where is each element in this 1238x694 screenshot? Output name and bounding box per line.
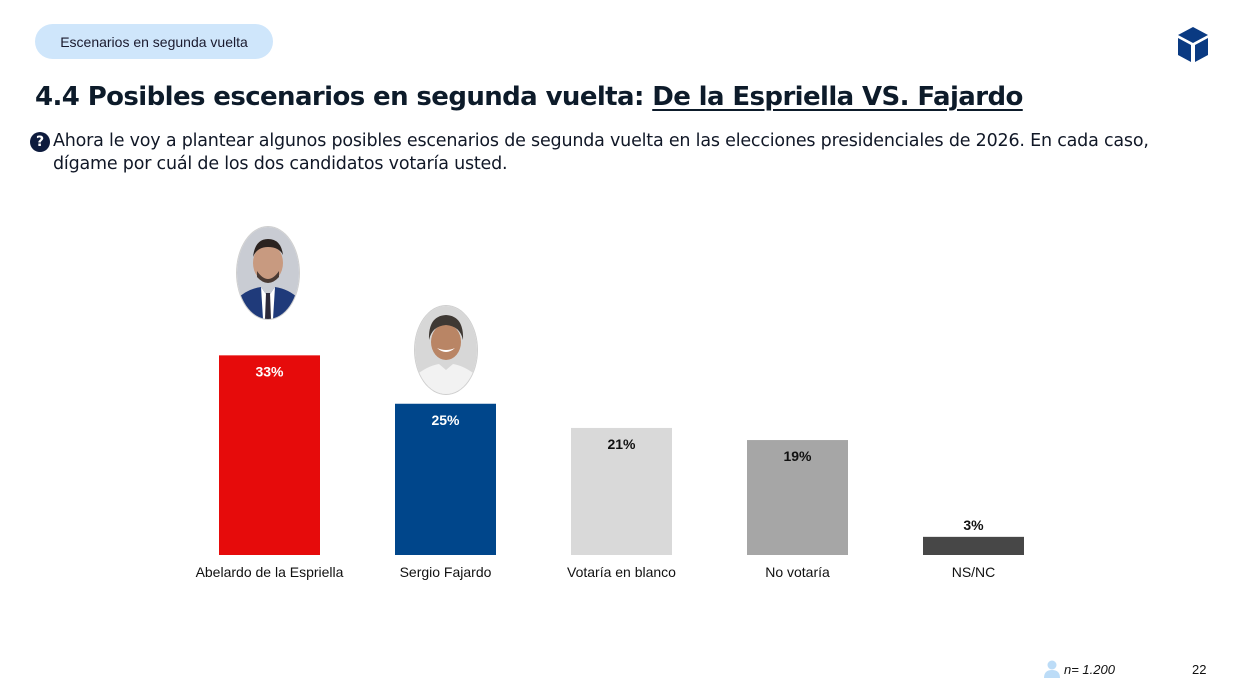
question-circle-icon: ? [30, 132, 50, 152]
bar-2 [571, 427, 672, 555]
sample-size-label: n= 1.200 [1064, 661, 1115, 677]
page-title: 4.4 Posibles escenarios en segunda vuelt… [35, 82, 1023, 112]
page-number: 22 [1192, 662, 1207, 677]
survey-question: ? Ahora le voy a plantear algunos posibl… [30, 130, 1180, 176]
sample-size: n= 1.200 [1044, 660, 1115, 678]
bar-value-label: 19% [783, 448, 812, 464]
bar-1 [395, 403, 496, 555]
section-pill-label: Escenarios en segunda vuelta [60, 33, 248, 50]
cube-icon [1178, 27, 1208, 62]
category-label: NS/NC [952, 564, 996, 580]
section-pill: Escenarios en segunda vuelta [35, 24, 273, 59]
candidate-portrait-fajardo [415, 306, 477, 394]
bar-value-label: 33% [255, 363, 284, 379]
page-title-matchup: De la Espriella VS. Fajardo [652, 82, 1023, 112]
bar-4 [923, 536, 1024, 555]
bar-value-label: 25% [431, 412, 460, 428]
bar-3 [747, 440, 848, 555]
bar-value-label: 21% [607, 436, 636, 452]
category-label: Votaría en blanco [567, 564, 676, 580]
person-icon [1044, 660, 1060, 678]
bar-value-label: 3% [963, 517, 984, 533]
page-title-prefix: 4.4 Posibles escenarios en segunda vuelt… [35, 82, 653, 112]
bar-0 [219, 355, 320, 555]
question-text: Ahora le voy a plantear algunos posibles… [53, 131, 1149, 174]
candidate-portrait-espriella [237, 227, 299, 319]
category-label: Sergio Fajardo [400, 564, 492, 580]
category-label: Abelardo de la Espriella [196, 564, 344, 580]
category-label: No votaría [765, 564, 830, 580]
